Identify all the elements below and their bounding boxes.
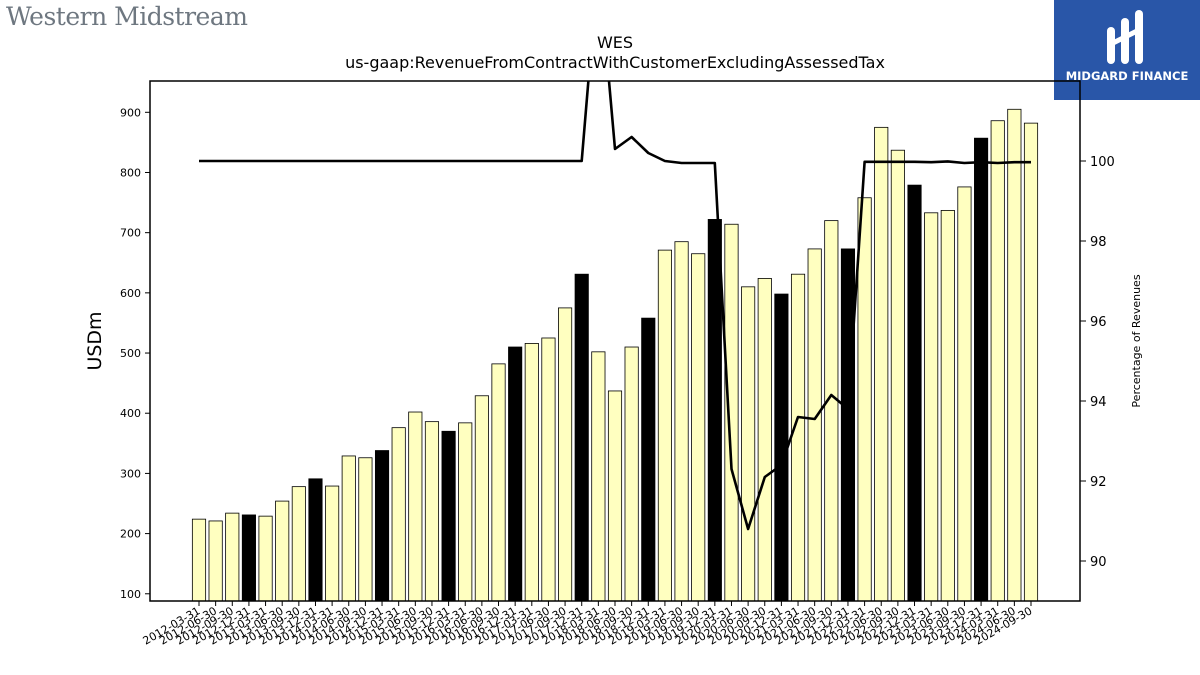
- bar-2023-03-31: [924, 212, 939, 602]
- bar-2019-09-30: [691, 253, 706, 602]
- bar-2023-12-31: [974, 137, 989, 602]
- bar-2016-06-30: [474, 395, 489, 602]
- bar-2024-06-30: [1007, 108, 1022, 602]
- bar-2018-03-31: [591, 351, 606, 602]
- left-tick-label: 600: [120, 287, 141, 300]
- bar-2017-06-30: [541, 337, 556, 602]
- bar-2021-12-31: [840, 248, 856, 602]
- bar-2016-03-31: [458, 422, 473, 602]
- right-tick-label: 94: [1090, 395, 1107, 410]
- right-tick-label: 100: [1090, 155, 1115, 170]
- bar-2015-06-30: [408, 411, 423, 602]
- bar-2017-12-31: [574, 273, 589, 602]
- midgard-finance-logo: MIDGARD FINANCE: [1054, 0, 1200, 100]
- bar-2015-03-31: [391, 427, 406, 602]
- bar-2021-09-30: [824, 220, 839, 602]
- bar-2021-06-30: [807, 248, 822, 602]
- bar-2015-12-31: [441, 430, 456, 602]
- bar-2023-09-30: [957, 186, 972, 602]
- bar-2016-12-31: [508, 346, 523, 602]
- left-tick-label: 900: [120, 106, 141, 119]
- bar-series: [191, 108, 1039, 602]
- left-axis-ticks: 100 200 300 400 500 600 700 800 900: [120, 106, 150, 601]
- y-axis-label: USDm: [84, 311, 106, 370]
- bar-2020-03-31: [724, 223, 739, 602]
- bar-2020-09-30: [757, 278, 772, 602]
- percentage-line-series: [199, 81, 1031, 531]
- left-tick-label: 200: [120, 528, 141, 541]
- left-tick-label: 800: [120, 166, 141, 179]
- bar-2018-06-30: [607, 390, 623, 602]
- percentage-line: [199, 81, 1031, 531]
- bar-2012-09-30: [225, 512, 240, 602]
- bar-2017-03-31: [524, 343, 539, 602]
- bar-2019-03-31: [657, 249, 672, 602]
- bar-2012-03-31: [191, 518, 207, 602]
- right-tick-label: 90: [1090, 555, 1107, 570]
- right-tick-label: 98: [1090, 235, 1107, 250]
- bar-2024-03-31: [990, 120, 1005, 602]
- bar-2019-12-31: [707, 219, 722, 602]
- bar-2022-12-31: [907, 184, 922, 602]
- midgard-monogram-icon: [1107, 10, 1143, 64]
- right-axis-ticks: 90 92 94 96 98 100: [1080, 155, 1115, 570]
- bar-2014-03-31: [325, 485, 340, 602]
- western-midstream-logo: Western Midstream: [6, 2, 248, 31]
- bar-2016-09-30: [491, 363, 506, 602]
- bar-2019-06-30: [674, 241, 689, 602]
- bar-2021-03-31: [790, 273, 806, 602]
- bar-2014-06-30: [341, 455, 356, 602]
- left-tick-label: 400: [120, 407, 141, 420]
- bar-2013-06-30: [275, 500, 290, 602]
- bar-2013-12-31: [308, 478, 323, 602]
- bar-2017-09-30: [558, 307, 573, 602]
- bar-2014-12-31: [374, 450, 390, 602]
- bar-2020-12-31: [774, 293, 789, 602]
- bar-2012-12-31: [241, 514, 256, 602]
- chart-subtitle: us-gaap:RevenueFromContractWithCustomerE…: [345, 53, 885, 72]
- left-tick-label: 300: [120, 467, 141, 480]
- left-tick-label: 500: [120, 347, 141, 360]
- bar-2013-09-30: [291, 486, 306, 602]
- bar-2015-09-30: [424, 421, 440, 602]
- bar-2018-09-30: [624, 346, 639, 602]
- y-axis-label-right: Percentage of Revenues: [1130, 274, 1143, 407]
- x-axis-ticks: 2012-03-312012-06-302012-09-302012-12-31…: [141, 601, 1035, 648]
- bar-2018-12-31: [641, 317, 656, 602]
- bar-2013-03-31: [258, 515, 273, 602]
- bar-2014-09-30: [358, 457, 373, 602]
- left-tick-label: 700: [120, 227, 141, 240]
- right-tick-label: 92: [1090, 475, 1107, 490]
- left-tick-label: 100: [120, 588, 141, 601]
- midgard-finance-wordmark: MIDGARD FINANCE: [1065, 69, 1189, 83]
- right-tick-label: 96: [1090, 315, 1107, 330]
- bar-2020-06-30: [741, 286, 756, 602]
- chart-title: WES: [597, 33, 633, 52]
- bar-2022-03-31: [857, 197, 872, 602]
- bar-2022-09-30: [890, 149, 905, 602]
- bar-2022-06-30: [874, 126, 889, 602]
- bar-2024-09-30: [1023, 122, 1039, 602]
- bar-2023-06-30: [940, 209, 955, 602]
- bar-2012-06-30: [208, 520, 223, 602]
